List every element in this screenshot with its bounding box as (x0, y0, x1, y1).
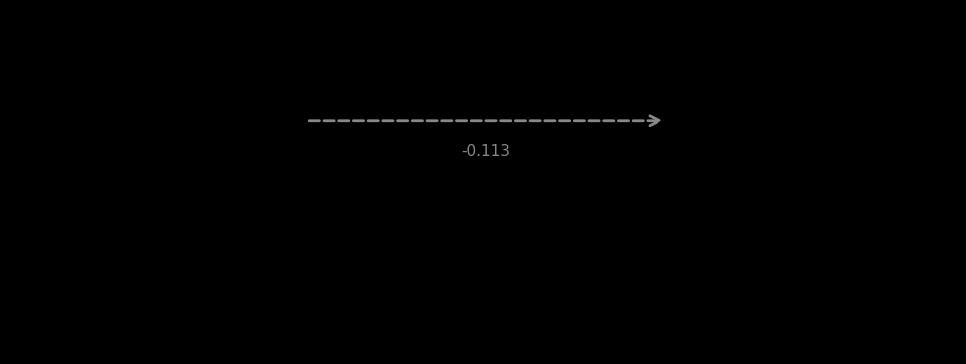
Text: -0.113: -0.113 (462, 144, 511, 159)
